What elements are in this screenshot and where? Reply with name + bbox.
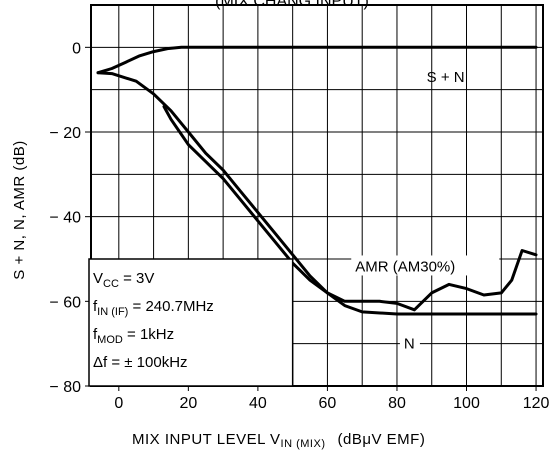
x-tick-label: 0 (114, 395, 123, 412)
condition-line: fMOD = 1kHz (93, 326, 174, 346)
x-tick-label: 60 (319, 395, 337, 412)
x-axis-label: MIX INPUT LEVEL V (132, 431, 281, 448)
x-axis-label-sub: IN (MIX) (281, 438, 326, 450)
series-label-sn: S + N (427, 69, 465, 86)
conditions-box (88, 258, 294, 387)
y-axis-title: S + N, N, AMR (dB) (11, 140, 28, 279)
series-label-n-bg (399, 332, 420, 353)
y-tick-label: 0 (72, 40, 81, 57)
x-tick-label: 80 (388, 395, 406, 412)
y-tick-label: − 40 (49, 210, 81, 227)
x-tick-label: 120 (523, 395, 549, 412)
series-label-n: N (404, 336, 415, 353)
x-axis-title: MIX INPUT LEVEL VIN (MIX) (dBμV EMF) (132, 431, 425, 450)
tick-labels: 0 20 40 60 80 100 120 0 − 20 − 40 − 60 − 80 (49, 40, 549, 412)
curves (96, 45, 538, 316)
y-tick-label: − 20 (49, 125, 81, 142)
series-label-amr-bg (351, 255, 500, 276)
x-tick-label: 40 (249, 395, 267, 412)
plot-frame (90, 4, 544, 387)
x-tick-label: 20 (179, 395, 197, 412)
y-tick-label: − 80 (49, 379, 81, 396)
series-line-1 (96, 71, 538, 316)
series-line-0 (96, 45, 538, 75)
annotations: S + N AMR (AM30%) N VCC = 3V fIN (IF) = 240.… (88, 69, 500, 387)
x-axis-unit: (dBμV EMF) (338, 431, 426, 448)
condition-line: Δf = ± 100kHz (93, 354, 188, 371)
condition-line: fIN (IF) = 240.7MHz (93, 298, 214, 318)
x-tick-label: 100 (453, 395, 480, 412)
condition-line: VCC = 3V (93, 270, 154, 290)
series-line-2 (162, 105, 538, 312)
y-tick-label: − 60 (49, 294, 81, 311)
series-label-amr: AMR (AM30%) (355, 258, 455, 275)
